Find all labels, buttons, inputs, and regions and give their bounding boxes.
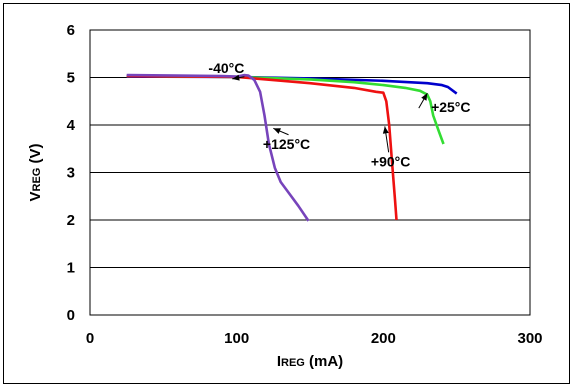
annotations: -40°C +25°C +90°C +125°C — [208, 60, 470, 170]
series-line-125c — [126, 73, 310, 222]
annotation-arrowhead — [382, 126, 389, 134]
x-axis-label-sub: REG — [281, 357, 305, 369]
annotation-label: +90°C — [371, 153, 410, 169]
annotation-label: +25°C — [431, 99, 470, 115]
series-line-25c — [126, 74, 445, 145]
annotation-label: -40°C — [208, 60, 244, 76]
x-axis-label-prefix: I — [277, 353, 281, 370]
y-tick-label: 5 — [67, 70, 75, 87]
grid-lines — [89, 29, 531, 316]
annotation-arrowhead — [273, 128, 281, 134]
x-axis-label: IREG (mA) — [277, 353, 343, 370]
chart-frame — [3, 3, 570, 384]
annotation-arrowhead — [232, 74, 240, 81]
y-tick-label: 1 — [67, 260, 75, 277]
x-tick-labels: 0 100 200 300 — [86, 330, 543, 347]
y-axis-label-suffix: (V) — [27, 143, 44, 167]
y-axis-label-sub: REG — [31, 168, 43, 192]
x-tick-label: 300 — [517, 330, 542, 347]
y-tick-label: 6 — [67, 22, 75, 39]
y-tick-labels: 0 1 2 3 4 5 6 — [67, 22, 76, 324]
annotation-arrowhead — [421, 93, 428, 101]
x-axis-label-suffix: (mA) — [305, 353, 343, 370]
y-tick-label: 0 — [67, 307, 75, 324]
y-axis-label: VREG (V) — [27, 143, 44, 201]
x-tick-label: 200 — [371, 330, 396, 347]
annotation-label: +125°C — [263, 136, 310, 152]
x-tick-label: 100 — [224, 330, 249, 347]
y-tick-label: 3 — [67, 165, 75, 182]
y-tick-label: 2 — [67, 212, 75, 229]
y-axis-label-prefix: V — [27, 192, 44, 202]
x-tick-label: 0 — [86, 330, 94, 347]
y-tick-label: 4 — [67, 117, 76, 134]
